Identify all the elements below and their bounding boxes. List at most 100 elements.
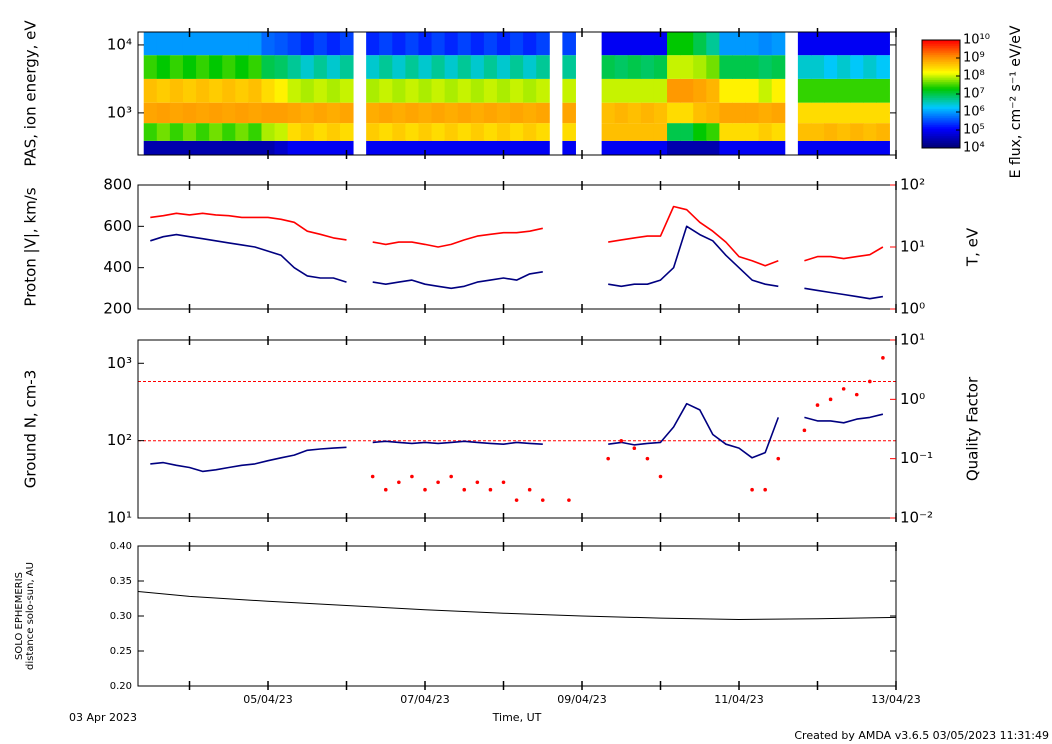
spectrogram-cell	[863, 78, 877, 103]
colorbar-swatch	[922, 67, 960, 70]
spectrogram-cell	[627, 78, 642, 103]
y-axis-title: Proton |V|, km/s	[22, 187, 40, 306]
spectrogram-cell	[693, 123, 707, 141]
colorbar-tick-label: 10⁵	[963, 123, 985, 138]
y-tick-label: 10³	[107, 103, 132, 121]
colorbar-swatch	[922, 133, 960, 136]
y2-tick-label: 10¹	[900, 238, 925, 256]
colorbar-swatch	[922, 58, 960, 61]
spectrogram-cell	[536, 140, 550, 155]
spectrogram-cell	[222, 32, 236, 56]
spectrogram-cell	[209, 140, 223, 155]
plot-area	[150, 205, 884, 300]
spectrogram-cell	[392, 55, 406, 79]
spectrogram-cell	[235, 55, 249, 79]
spectrogram-cell	[169, 32, 184, 56]
spectrogram-cell	[405, 102, 419, 124]
spectrogram-cell	[169, 140, 184, 155]
y-tick-label: 0.30	[110, 611, 132, 622]
spectrogram-cell	[483, 55, 498, 79]
x-tick-label: 11/04/23	[714, 693, 763, 706]
spectrogram-cell	[706, 123, 720, 141]
spectrogram-cell	[771, 78, 786, 103]
panel-frame	[137, 31, 897, 156]
spectrogram-cell	[143, 140, 158, 155]
spectrogram-cell	[313, 78, 328, 103]
spectrogram-cell	[339, 55, 354, 79]
spectrogram-cell	[667, 55, 681, 79]
spectrogram-cell	[745, 140, 760, 155]
data-point	[868, 379, 872, 384]
colorbar-swatch	[922, 112, 960, 115]
spectrogram-cell	[261, 55, 276, 79]
spectrogram-cell	[470, 55, 485, 79]
y-tick-label: 600	[103, 217, 132, 235]
spectrogram-cell	[771, 123, 786, 141]
spectrogram-cell	[719, 102, 733, 124]
spectrogram-cell	[758, 55, 773, 79]
spectrogram-cell	[483, 140, 498, 155]
spectrogram-cell	[196, 55, 210, 79]
colorbar-swatch	[922, 74, 960, 77]
colorbar-swatch	[922, 40, 960, 43]
data-point	[514, 498, 519, 502]
spectrogram-cell	[810, 102, 825, 124]
spectrogram-cell	[680, 140, 694, 155]
y-axis-title: SOLO EPHEMERIS	[14, 572, 25, 660]
spectrogram-cell	[392, 102, 406, 124]
y-tick-label: 0.35	[110, 576, 132, 587]
spectrogram-cell	[405, 55, 419, 79]
spectrogram-cell	[680, 55, 694, 79]
data-point	[370, 474, 375, 479]
y-tick-label: 0.25	[110, 646, 132, 657]
spectrogram-cell	[732, 55, 747, 79]
colorbar-swatch	[922, 92, 960, 95]
spectrogram-cell	[418, 32, 433, 56]
spectrogram-cell	[248, 32, 262, 56]
spectrogram-cell	[444, 78, 459, 103]
colorbar-swatch	[922, 63, 960, 66]
data-point	[462, 487, 467, 492]
spectrogram-cell	[824, 123, 838, 141]
colorbar-swatch	[922, 103, 960, 106]
spectrogram-cell	[719, 32, 733, 56]
data-point	[619, 439, 624, 443]
spectrogram-cell	[444, 32, 459, 56]
colorbar-swatch	[922, 104, 960, 108]
x-tick-label: 05/04/23	[243, 693, 292, 706]
spectrogram-cell	[470, 78, 485, 103]
spectrogram-cell	[418, 78, 433, 103]
colorbar-swatch	[922, 131, 960, 135]
spectrogram-cell	[653, 78, 668, 103]
spectrogram-cell	[496, 140, 511, 155]
spectrogram-cell	[510, 55, 524, 79]
spectrogram-cell	[287, 78, 302, 103]
spectrogram-cell	[326, 32, 341, 56]
spectrogram-cell	[863, 55, 877, 79]
spectrogram-cell	[824, 55, 838, 79]
colorbar-tick-label: 10⁷	[963, 87, 985, 102]
spectrogram-cell	[614, 123, 629, 141]
plot-area	[138, 591, 896, 620]
data-point	[776, 456, 781, 461]
spectrogram-cell	[156, 140, 171, 155]
spectrogram-cell	[418, 102, 433, 124]
colorbar-swatch	[922, 61, 960, 64]
spectrogram-cell	[824, 32, 838, 56]
spectrogram-cell	[732, 140, 747, 155]
data-point	[501, 480, 506, 485]
spectrogram-cell	[496, 123, 511, 141]
spectrogram-cell	[562, 102, 576, 124]
spectrogram-cell	[287, 55, 302, 79]
spectrogram-cell	[876, 32, 890, 56]
spectrogram-cell	[523, 78, 537, 103]
y2-tick-label: 10⁻²	[900, 509, 933, 527]
spectrogram-cell	[614, 55, 629, 79]
spectrogram-cell	[209, 55, 223, 79]
spectrogram-cell	[758, 140, 773, 155]
spectrogram-cell	[287, 140, 302, 155]
data-point	[383, 487, 388, 492]
spectrogram-cell	[143, 32, 158, 56]
spectrogram-cell	[483, 78, 498, 103]
